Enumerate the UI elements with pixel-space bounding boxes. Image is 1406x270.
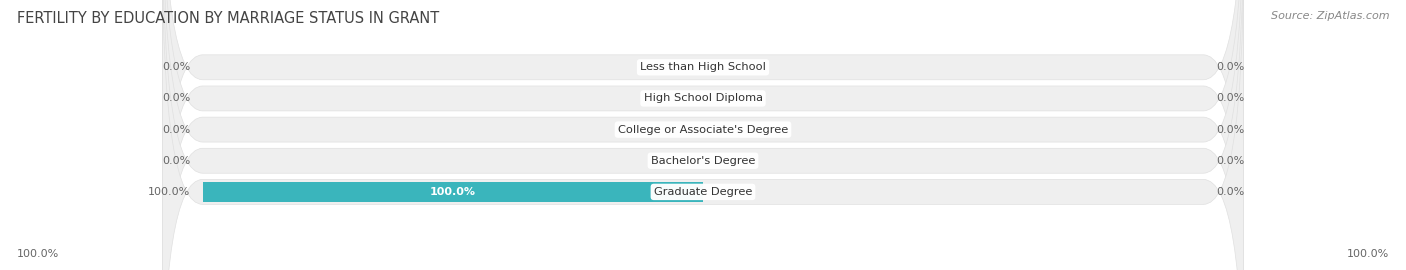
Text: FERTILITY BY EDUCATION BY MARRIAGE STATUS IN GRANT: FERTILITY BY EDUCATION BY MARRIAGE STATU…: [17, 11, 439, 26]
FancyBboxPatch shape: [163, 0, 1243, 270]
Legend: Married, Unmarried: Married, Unmarried: [614, 266, 792, 270]
Text: Less than High School: Less than High School: [640, 62, 766, 72]
Text: 0.0%: 0.0%: [162, 62, 190, 72]
Text: 100.0%: 100.0%: [1347, 249, 1389, 259]
Text: 0.0%: 0.0%: [1216, 156, 1244, 166]
Text: Bachelor's Degree: Bachelor's Degree: [651, 156, 755, 166]
Text: 0.0%: 0.0%: [1216, 124, 1244, 135]
Bar: [202, 182, 703, 202]
FancyBboxPatch shape: [163, 0, 1243, 270]
Text: 0.0%: 0.0%: [162, 156, 190, 166]
Text: 0.0%: 0.0%: [162, 124, 190, 135]
Text: College or Associate's Degree: College or Associate's Degree: [617, 124, 789, 135]
FancyBboxPatch shape: [163, 0, 1243, 270]
Text: 0.0%: 0.0%: [1216, 187, 1244, 197]
Text: High School Diploma: High School Diploma: [644, 93, 762, 103]
Text: 0.0%: 0.0%: [1216, 93, 1244, 103]
FancyBboxPatch shape: [163, 0, 1243, 270]
Text: Graduate Degree: Graduate Degree: [654, 187, 752, 197]
Text: Source: ZipAtlas.com: Source: ZipAtlas.com: [1271, 11, 1389, 21]
Text: 0.0%: 0.0%: [162, 93, 190, 103]
Text: 100.0%: 100.0%: [148, 187, 190, 197]
Text: 0.0%: 0.0%: [1216, 62, 1244, 72]
FancyBboxPatch shape: [163, 0, 1243, 270]
Text: 100.0%: 100.0%: [17, 249, 59, 259]
Text: 100.0%: 100.0%: [430, 187, 475, 197]
